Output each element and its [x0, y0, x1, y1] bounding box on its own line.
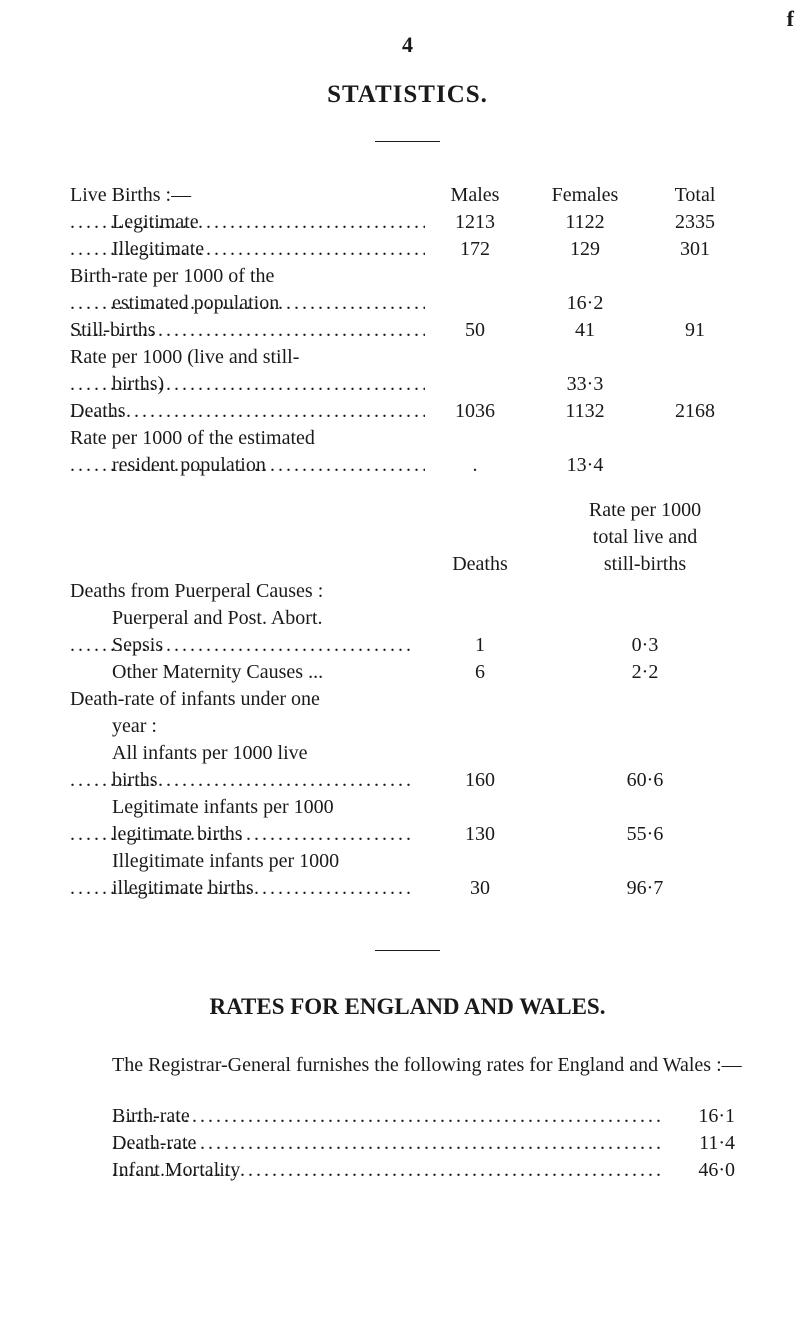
- deaths-males: 1036: [425, 398, 525, 425]
- legit-infants-deaths: 130: [415, 821, 545, 848]
- deaths-col: Deaths: [415, 551, 545, 578]
- illegit-infants-line1: Illegitimate infants per 1000: [112, 850, 339, 872]
- legitimate-females: 1122: [525, 209, 645, 236]
- sepsis-deaths: 1: [415, 632, 545, 659]
- legit-infants-rate: 55·6: [545, 821, 745, 848]
- rate-col-line3: still-births: [545, 551, 745, 578]
- birth-rate-row-2: estimated population 16·2: [70, 290, 745, 317]
- separator-line-2: [375, 950, 440, 951]
- rate-res-row-2: resident population . 13·4: [70, 452, 745, 479]
- rate-col-line1: Rate per 1000: [545, 497, 745, 524]
- illegitimate-row: Illegitimate 172 129 301: [70, 236, 745, 263]
- main-heading: STATISTICS.: [70, 78, 745, 112]
- puerperal-row-2: Puerperal and Post. Abort.: [70, 605, 745, 632]
- legit-infants-1: Legitimate infants per 1000: [70, 794, 745, 821]
- birth-rate-row-1: Birth-rate per 1000 of the: [70, 263, 745, 290]
- illegit-infants-1: Illegitimate infants per 1000: [70, 848, 745, 875]
- illegitimate-males: 172: [425, 236, 525, 263]
- illegit-infants-2: illegitimate births 30 96·7: [70, 875, 745, 902]
- corner-mark: f: [787, 4, 794, 34]
- rates-list: Birth-rate 16·1 Death-rate 11·4 Infant M…: [70, 1103, 745, 1184]
- rate-live-row-2: births) 33·3: [70, 371, 745, 398]
- birth-rate-line1: Birth-rate per 1000 of the: [70, 265, 274, 287]
- deaths-row: Deaths 1036 1132 2168: [70, 398, 745, 425]
- legit-infants-line1: Legitimate infants per 1000: [112, 796, 334, 818]
- infant-mortality-label: Infant Mortality: [112, 1159, 242, 1181]
- table2-header-3: Deaths still-births: [70, 551, 745, 578]
- dri-line1: Death-rate of infants under one: [70, 688, 320, 710]
- separator-line: [375, 141, 440, 142]
- rate-res-value: 13·4: [525, 452, 645, 479]
- puerperal-line1: Deaths from Puerperal Causes :: [70, 580, 323, 602]
- col-total: Total: [645, 182, 745, 209]
- sepsis-label: Sepsis: [112, 634, 165, 656]
- legitimate-label: Legitimate: [112, 211, 201, 233]
- rate-col-line2: total live and: [545, 524, 745, 551]
- puerperal-line2: Puerperal and Post. Abort.: [112, 607, 323, 629]
- page-number: 4: [70, 30, 745, 60]
- death-rate-infants-2: year :: [70, 713, 745, 740]
- legitimate-row: Legitimate 1213 1122 2335: [70, 209, 745, 236]
- rates-paragraph: The Registrar-General furnishes the foll…: [70, 1052, 745, 1079]
- illegit-infants-line2: illegitimate births: [112, 877, 256, 899]
- puerperal-row-1: Deaths from Puerperal Causes :: [70, 578, 745, 605]
- rates-heading: RATES FOR ENGLAND AND WALES.: [70, 991, 745, 1022]
- illegitimate-total: 301: [645, 236, 745, 263]
- other-maternity-row: Other Maternity Causes ... 6 2·2: [70, 659, 745, 686]
- death-rate-label: Death-rate: [112, 1132, 198, 1154]
- illegit-infants-deaths: 30: [415, 875, 545, 902]
- illegitimate-label: Illegitimate: [112, 238, 206, 260]
- all-infants-deaths: 160: [415, 767, 545, 794]
- rate-live-row-1: Rate per 1000 (live and still-: [70, 344, 745, 371]
- other-deaths: 6: [415, 659, 545, 686]
- illegitimate-females: 129: [525, 236, 645, 263]
- birth-rate-line2: estimated population: [112, 292, 281, 314]
- deaths-total: 2168: [645, 398, 745, 425]
- death-rate-infants-1: Death-rate of infants under one: [70, 686, 745, 713]
- all-infants-line2: births: [112, 769, 160, 791]
- table2-header-1: Rate per 1000: [70, 497, 745, 524]
- illegit-infants-rate: 96·7: [545, 875, 745, 902]
- deaths-label: Deaths: [70, 400, 128, 422]
- rate-res-line1: Rate per 1000 of the estimated: [70, 427, 315, 449]
- table1-header: Live Births :— Males Females Total: [70, 182, 745, 209]
- still-births-females: 41: [525, 317, 645, 344]
- rate-res-spacer: .: [425, 452, 525, 479]
- all-infants-1: All infants per 1000 live: [70, 740, 745, 767]
- sepsis-row: Sepsis 1 0·3: [70, 632, 745, 659]
- rate-res-line2: resident population: [112, 454, 268, 476]
- live-births-label: Live Births :—: [70, 184, 193, 206]
- death-rate-val: 11·4: [665, 1130, 745, 1157]
- death-rate-list-row: Death-rate 11·4: [112, 1130, 745, 1157]
- sepsis-rate: 0·3: [545, 632, 745, 659]
- legitimate-total: 2335: [645, 209, 745, 236]
- rate-live-value: 33·3: [525, 371, 645, 398]
- other-label: Other Maternity Causes ...: [112, 661, 325, 683]
- birth-rate-label: Birth-rate: [112, 1105, 192, 1127]
- still-births-males: 50: [425, 317, 525, 344]
- dri-line2: year :: [112, 715, 157, 737]
- legitimate-males: 1213: [425, 209, 525, 236]
- other-rate: 2·2: [545, 659, 745, 686]
- rate-live-line2: births): [112, 373, 166, 395]
- all-infants-2: births 160 60·6: [70, 767, 745, 794]
- still-births-total: 91: [645, 317, 745, 344]
- deaths-females: 1132: [525, 398, 645, 425]
- rate-live-line1: Rate per 1000 (live and still-: [70, 346, 299, 368]
- legit-infants-2: legitimate births 130 55·6: [70, 821, 745, 848]
- birth-rate-val: 16·1: [665, 1103, 745, 1130]
- infant-mortality-list-row: Infant Mortality 46·0: [112, 1157, 745, 1184]
- rate-res-row-1: Rate per 1000 of the estimated: [70, 425, 745, 452]
- legit-infants-line2: legitimate births: [112, 823, 245, 845]
- all-infants-line1: All infants per 1000 live: [112, 742, 308, 764]
- col-males: Males: [425, 182, 525, 209]
- table2-header-2: total live and: [70, 524, 745, 551]
- still-births-label: Still-births: [70, 319, 158, 341]
- birth-rate-list-row: Birth-rate 16·1: [112, 1103, 745, 1130]
- all-infants-rate: 60·6: [545, 767, 745, 794]
- col-females: Females: [525, 182, 645, 209]
- birth-rate-value: 16·2: [525, 290, 645, 317]
- infant-mortality-val: 46·0: [665, 1157, 745, 1184]
- still-births-row: Still-births 50 41 91: [70, 317, 745, 344]
